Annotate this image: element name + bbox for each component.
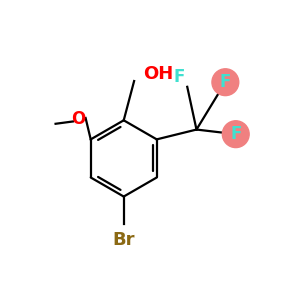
Text: O: O <box>72 110 86 128</box>
Circle shape <box>222 121 249 148</box>
Text: F: F <box>220 73 231 91</box>
Text: OH: OH <box>143 65 174 83</box>
Circle shape <box>212 69 239 96</box>
Text: F: F <box>230 125 242 143</box>
Text: Br: Br <box>112 231 135 249</box>
Text: F: F <box>174 68 185 86</box>
